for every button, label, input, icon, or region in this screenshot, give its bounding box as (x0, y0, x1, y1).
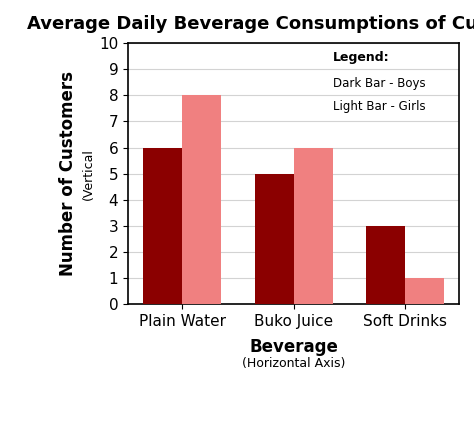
Bar (182, 95, 221, 304)
Bar (405, 278, 444, 304)
Bar (293, 148, 333, 304)
Text: Beverage: Beverage (249, 339, 338, 356)
Text: Dark Bar - Boys: Dark Bar - Boys (333, 77, 426, 90)
Text: Legend:: Legend: (333, 51, 390, 64)
Text: (Vertical: (Vertical (82, 148, 95, 200)
Title: Average Daily Beverage Consumptions of Customers: Average Daily Beverage Consumptions of C… (27, 15, 474, 33)
Text: Number of Customers: Number of Customers (59, 71, 77, 276)
Text: Light Bar - Girls: Light Bar - Girls (333, 100, 426, 113)
Bar (255, 174, 293, 304)
Text: (Horizontal Axis): (Horizontal Axis) (242, 357, 345, 370)
Bar (366, 226, 405, 304)
Bar (143, 148, 182, 304)
